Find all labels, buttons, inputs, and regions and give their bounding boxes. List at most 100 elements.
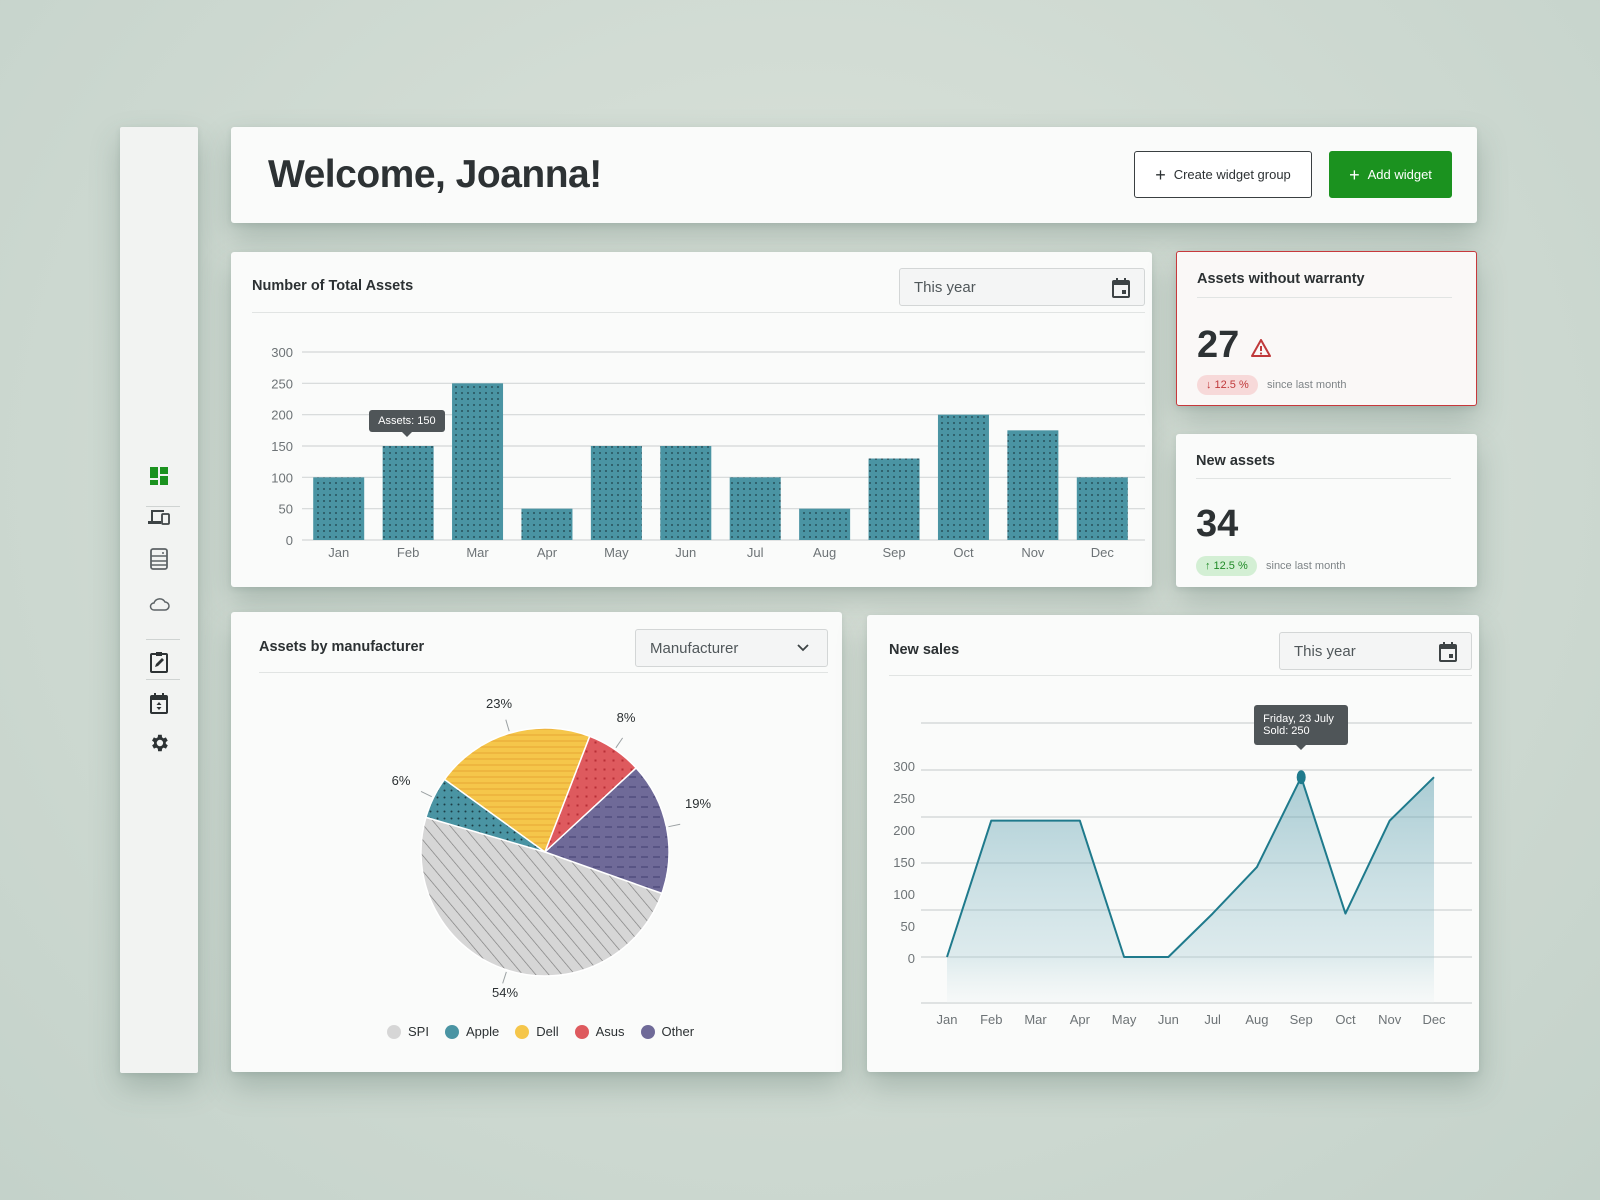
clipboard-edit-icon[interactable] bbox=[147, 650, 171, 674]
pie-slice bbox=[543, 766, 670, 895]
svg-text:0: 0 bbox=[908, 951, 915, 966]
create-widget-group-label: Create widget group bbox=[1173, 167, 1291, 182]
legend-item[interactable]: Dell bbox=[515, 1024, 559, 1039]
svg-text:Apr: Apr bbox=[537, 545, 558, 560]
new-assets-widget: New assets 34 ↑ 12.5 % since last month bbox=[1176, 434, 1477, 587]
stat-value: 27 bbox=[1197, 324, 1240, 366]
date-filter-value: This year bbox=[914, 278, 976, 296]
svg-text:Oct: Oct bbox=[1335, 1012, 1356, 1027]
legend-label: Asus bbox=[595, 1024, 625, 1039]
devices-icon[interactable] bbox=[147, 505, 171, 529]
total-assets-widget: Number of Total Assets This year 0 50 100 1… bbox=[231, 252, 1152, 587]
svg-text:250: 250 bbox=[271, 376, 293, 391]
widget-title: Assets without warranty bbox=[1197, 271, 1365, 287]
svg-text:100: 100 bbox=[893, 887, 915, 902]
bar bbox=[590, 446, 642, 540]
cloud-icon[interactable] bbox=[147, 592, 171, 616]
svg-text:Dec: Dec bbox=[1091, 545, 1115, 560]
manufacturer-select[interactable]: Manufacturer bbox=[635, 629, 828, 667]
create-widget-group-button[interactable]: + Create widget group bbox=[1134, 151, 1312, 198]
welcome-header: Welcome, Joanna! + Create widget group +… bbox=[231, 127, 1477, 223]
bar bbox=[660, 446, 712, 540]
sidebar-divider bbox=[146, 506, 180, 507]
bar bbox=[868, 458, 920, 540]
widget-title: Assets by manufacturer bbox=[259, 639, 425, 655]
svg-text:150: 150 bbox=[893, 855, 915, 870]
legend-item[interactable]: Other bbox=[640, 1024, 695, 1039]
tooltip-value: Sold: 250 bbox=[1263, 725, 1310, 738]
bar bbox=[1076, 477, 1128, 540]
legend-item[interactable]: Apple bbox=[444, 1024, 499, 1039]
chart-tooltip: Friday, 23 July Sold: 250 bbox=[1254, 705, 1349, 751]
tooltip-date: Friday, 23 July bbox=[1263, 713, 1334, 726]
pie-slice bbox=[443, 727, 591, 854]
gear-icon[interactable] bbox=[147, 731, 171, 755]
legend-label: SPI bbox=[408, 1024, 429, 1039]
change-badge: ↓ 12.5 % bbox=[1197, 375, 1258, 395]
assets-without-warranty-widget: Assets without warranty 27 ↓ 12.5 % sinc… bbox=[1176, 251, 1477, 406]
sidebar bbox=[120, 127, 198, 1073]
dashboard-icon[interactable] bbox=[147, 464, 171, 488]
plus-icon: + bbox=[1349, 164, 1360, 185]
svg-text:May: May bbox=[1112, 1012, 1137, 1027]
bar bbox=[1007, 430, 1059, 540]
calendar-icon[interactable] bbox=[147, 691, 171, 715]
stat-value: 34 bbox=[1196, 503, 1239, 545]
area-chart: 0 50 100 150 200 250 300 Jan Feb Mar Apr May Jun Jul A… bbox=[893, 722, 1472, 1027]
svg-text:Aug: Aug bbox=[1245, 1012, 1268, 1027]
bar bbox=[521, 508, 573, 540]
legend-dot bbox=[574, 1024, 589, 1039]
bar-chart: 0 50 100 150 200 250 300 Jan Feb Mar Apr May Jun Jul A… bbox=[271, 345, 1145, 560]
svg-text:54%: 54% bbox=[492, 985, 518, 1000]
svg-text:Nov: Nov bbox=[1021, 545, 1045, 560]
svg-text:6%: 6% bbox=[392, 773, 411, 788]
since-label: since last month bbox=[1267, 379, 1347, 391]
date-filter-input[interactable]: This year bbox=[1279, 632, 1472, 670]
svg-text:300: 300 bbox=[271, 345, 293, 360]
svg-text:May: May bbox=[604, 545, 629, 560]
arrow-up-icon: ↑ bbox=[1205, 560, 1211, 572]
bar bbox=[799, 508, 851, 540]
legend-item[interactable]: Asus bbox=[574, 1024, 625, 1039]
sidebar-divider bbox=[146, 639, 180, 640]
svg-text:50: 50 bbox=[901, 919, 915, 934]
svg-text:Feb: Feb bbox=[980, 1012, 1002, 1027]
add-widget-label: Add widget bbox=[1367, 167, 1432, 182]
svg-text:Sep: Sep bbox=[1290, 1012, 1313, 1027]
bar bbox=[313, 477, 365, 540]
svg-text:8%: 8% bbox=[617, 710, 636, 725]
legend-dot bbox=[444, 1024, 459, 1039]
divider bbox=[252, 312, 1145, 313]
svg-text:Jul: Jul bbox=[1204, 1012, 1221, 1027]
new-sales-widget: New sales This year 0 50 100 150 200 250 300 Ja… bbox=[867, 615, 1479, 1072]
plus-icon: + bbox=[1155, 164, 1166, 185]
widget-title: New sales bbox=[889, 642, 960, 658]
chevron-down-icon bbox=[797, 644, 809, 652]
svg-text:Oct: Oct bbox=[953, 545, 974, 560]
svg-text:300: 300 bbox=[893, 759, 915, 774]
legend-dot bbox=[640, 1024, 655, 1039]
change-value: 12.5 % bbox=[1213, 560, 1248, 572]
arrow-down-icon: ↓ bbox=[1206, 379, 1212, 391]
svg-text:Jun: Jun bbox=[1158, 1012, 1179, 1027]
change-value: 12.5 % bbox=[1214, 379, 1249, 391]
warning-icon bbox=[1251, 339, 1271, 357]
svg-text:Jan: Jan bbox=[328, 545, 349, 560]
legend-label: Dell bbox=[536, 1024, 559, 1039]
divider bbox=[259, 672, 828, 673]
date-filter-input[interactable]: This year bbox=[899, 268, 1145, 306]
svg-text:150: 150 bbox=[271, 439, 293, 454]
svg-text:Mar: Mar bbox=[466, 545, 489, 560]
add-widget-button[interactable]: + Add widget bbox=[1329, 151, 1452, 198]
divider bbox=[1197, 297, 1452, 298]
bar bbox=[452, 383, 504, 540]
legend-label: Other bbox=[661, 1024, 695, 1039]
calendar-icon bbox=[1112, 278, 1130, 298]
widget-title: Number of Total Assets bbox=[252, 278, 414, 294]
svg-text:Aug: Aug bbox=[813, 545, 836, 560]
change-badge: ↑ 12.5 % bbox=[1196, 556, 1257, 576]
legend-item[interactable]: SPI bbox=[387, 1024, 429, 1039]
svg-text:100: 100 bbox=[271, 470, 293, 485]
server-icon[interactable] bbox=[147, 547, 171, 571]
assets-by-manufacturer-widget: Assets by manufacturer Manufacturer 54% 6… bbox=[231, 612, 842, 1072]
